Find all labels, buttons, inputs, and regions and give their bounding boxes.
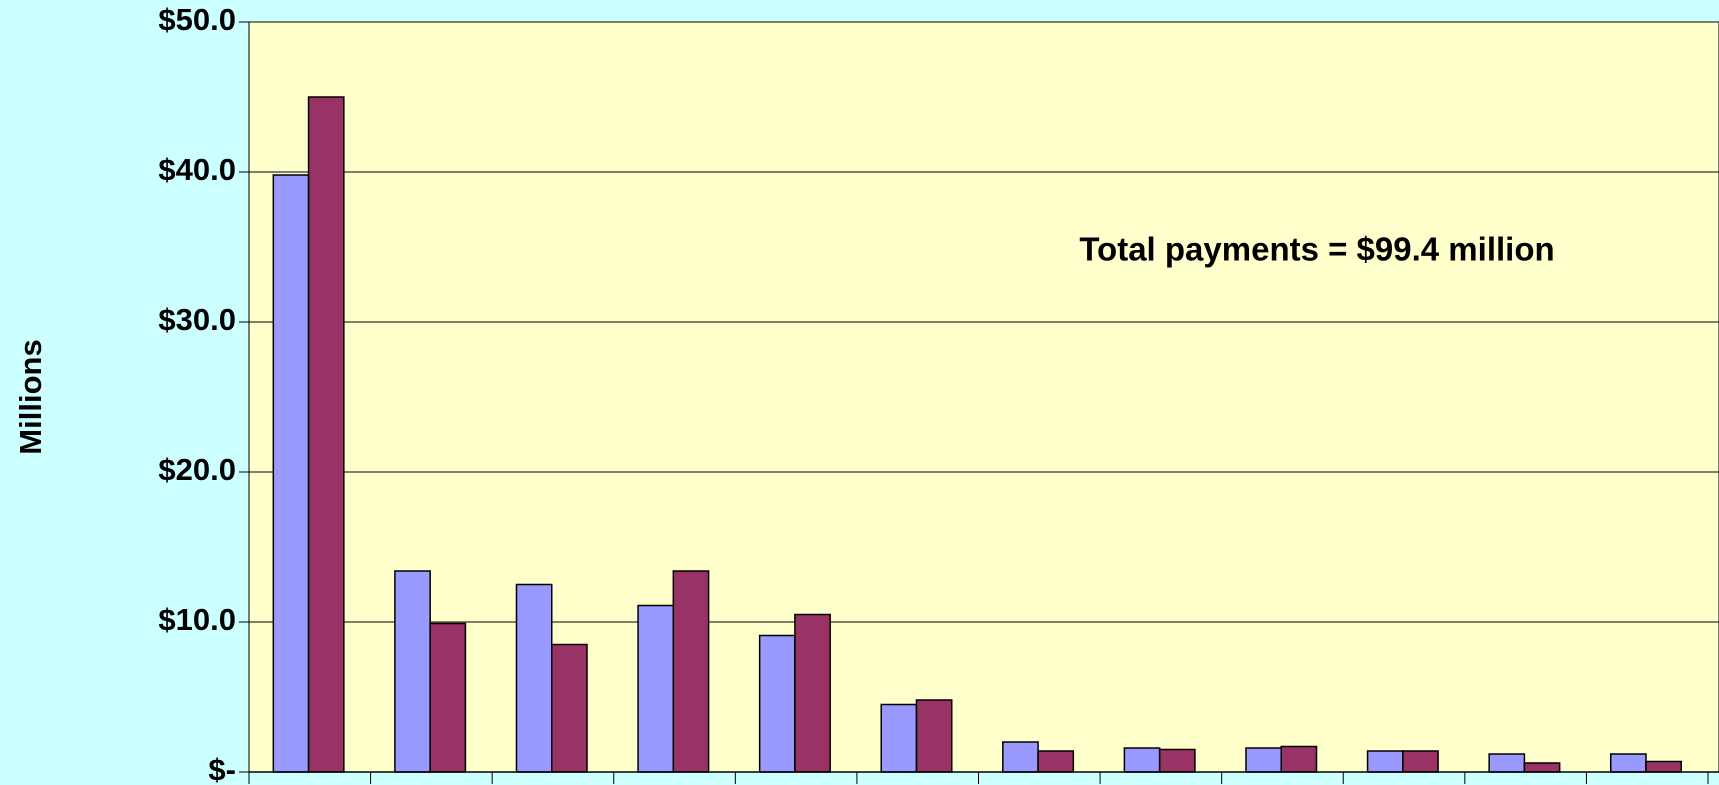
bar: [1037, 750, 1075, 773]
bar: [637, 604, 675, 773]
bar: [1523, 762, 1561, 773]
bar: [915, 699, 953, 773]
bar: [272, 174, 310, 773]
bar: [394, 570, 431, 773]
annotation: Total payments = $99.4 million: [1079, 231, 1554, 268]
bar: [880, 703, 918, 773]
bar: [1645, 760, 1683, 773]
bar: [550, 643, 588, 773]
y-tick-label: $50.0: [158, 2, 236, 37]
bar: [1402, 750, 1439, 773]
y-axis-label: Millions: [13, 339, 48, 454]
bar: [794, 613, 831, 773]
bar: [758, 634, 796, 773]
bar: [1366, 750, 1404, 773]
bar: [429, 622, 467, 773]
bar: [1609, 753, 1647, 773]
bar: [1245, 747, 1282, 773]
bar: [1280, 745, 1318, 773]
bar: [515, 583, 553, 773]
y-tick-label: $20.0: [158, 452, 236, 487]
bar: [1488, 753, 1526, 773]
bar: [307, 96, 345, 773]
bar: [1002, 741, 1039, 773]
bar: [672, 570, 710, 773]
y-tick-label: $40.0: [158, 152, 236, 187]
plot-area: [248, 21, 1719, 773]
bar: [1123, 747, 1161, 773]
y-tick-label: $10.0: [158, 602, 236, 637]
bar: [1158, 748, 1196, 773]
y-tick-label: $30.0: [158, 302, 236, 337]
y-tick-label: $-: [208, 752, 236, 785]
